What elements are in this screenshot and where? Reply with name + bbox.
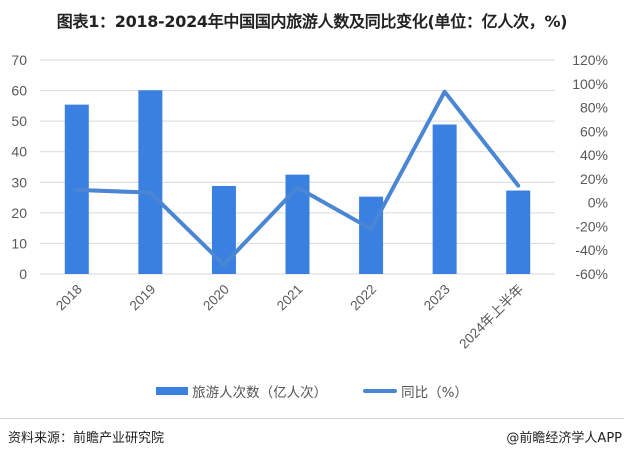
left-axis-tick: 10 [11,235,27,251]
x-axis-label: 2018 [53,282,85,314]
legend-item-line: 同比（%） [363,381,468,401]
right-axis-tick: 40% [580,147,608,163]
chart-canvas: 0 10 20 30 40 50 60 70 -60% -40% -20% 0% 20% 40% 60% 80… [11,52,608,352]
x-axis-label: 2021 [274,282,306,314]
right-axis-tick: 120% [572,52,608,68]
left-axis-tick: 0 [19,266,27,282]
bar-2019 [138,90,163,274]
right-axis-tick: -60% [575,266,608,282]
right-axis-tick: -20% [575,218,608,234]
right-axis-tick: 80% [580,100,608,116]
right-axis-tick: 20% [580,171,608,187]
brand-credit: @前瞻经济学人APP [506,431,622,446]
x-axis-label: 2022 [347,282,379,314]
right-axis-tick: -40% [575,242,608,258]
left-axis-tick: 30 [11,174,27,190]
x-axis-label: 2024年上半年 [456,282,526,352]
left-axis-tick: 40 [11,144,27,160]
chart-title: 图表1：2018-2024年中国国内旅游人数及同比变化(单位：亿人次，%) [56,12,568,31]
legend: 旅游人次数（亿人次） 同比（%） [0,381,624,401]
x-axis-label: 2023 [421,282,453,314]
bar-2023 [432,124,457,275]
line-swatch-icon [363,389,398,393]
right-axis-tick: 60% [580,123,608,139]
left-axis-tick: 60 [11,83,27,99]
x-axis-label: 2020 [200,282,232,314]
legend-bar-label: 旅游人次数（亿人次） [192,385,328,401]
bar-2020 [211,185,236,274]
legend-line-label: 同比（%） [401,385,468,401]
right-axis-tick: 100% [572,76,608,92]
yoy-line [74,89,521,267]
bar-2022 [359,196,384,274]
right-axis-tick: 0% [588,195,608,211]
left-axis-tick: 70 [11,52,27,68]
bar-swatch-icon [156,387,189,395]
footer-divider [0,418,624,419]
source-note: 资料来源：前瞻产业研究院 [8,431,165,446]
bar-2024年上半年 [506,190,531,274]
left-axis-tick: 20 [11,205,27,221]
left-axis-tick: 50 [11,113,27,129]
x-axis-label: 2019 [127,282,159,314]
legend-item-bar: 旅游人次数（亿人次） [156,381,327,401]
